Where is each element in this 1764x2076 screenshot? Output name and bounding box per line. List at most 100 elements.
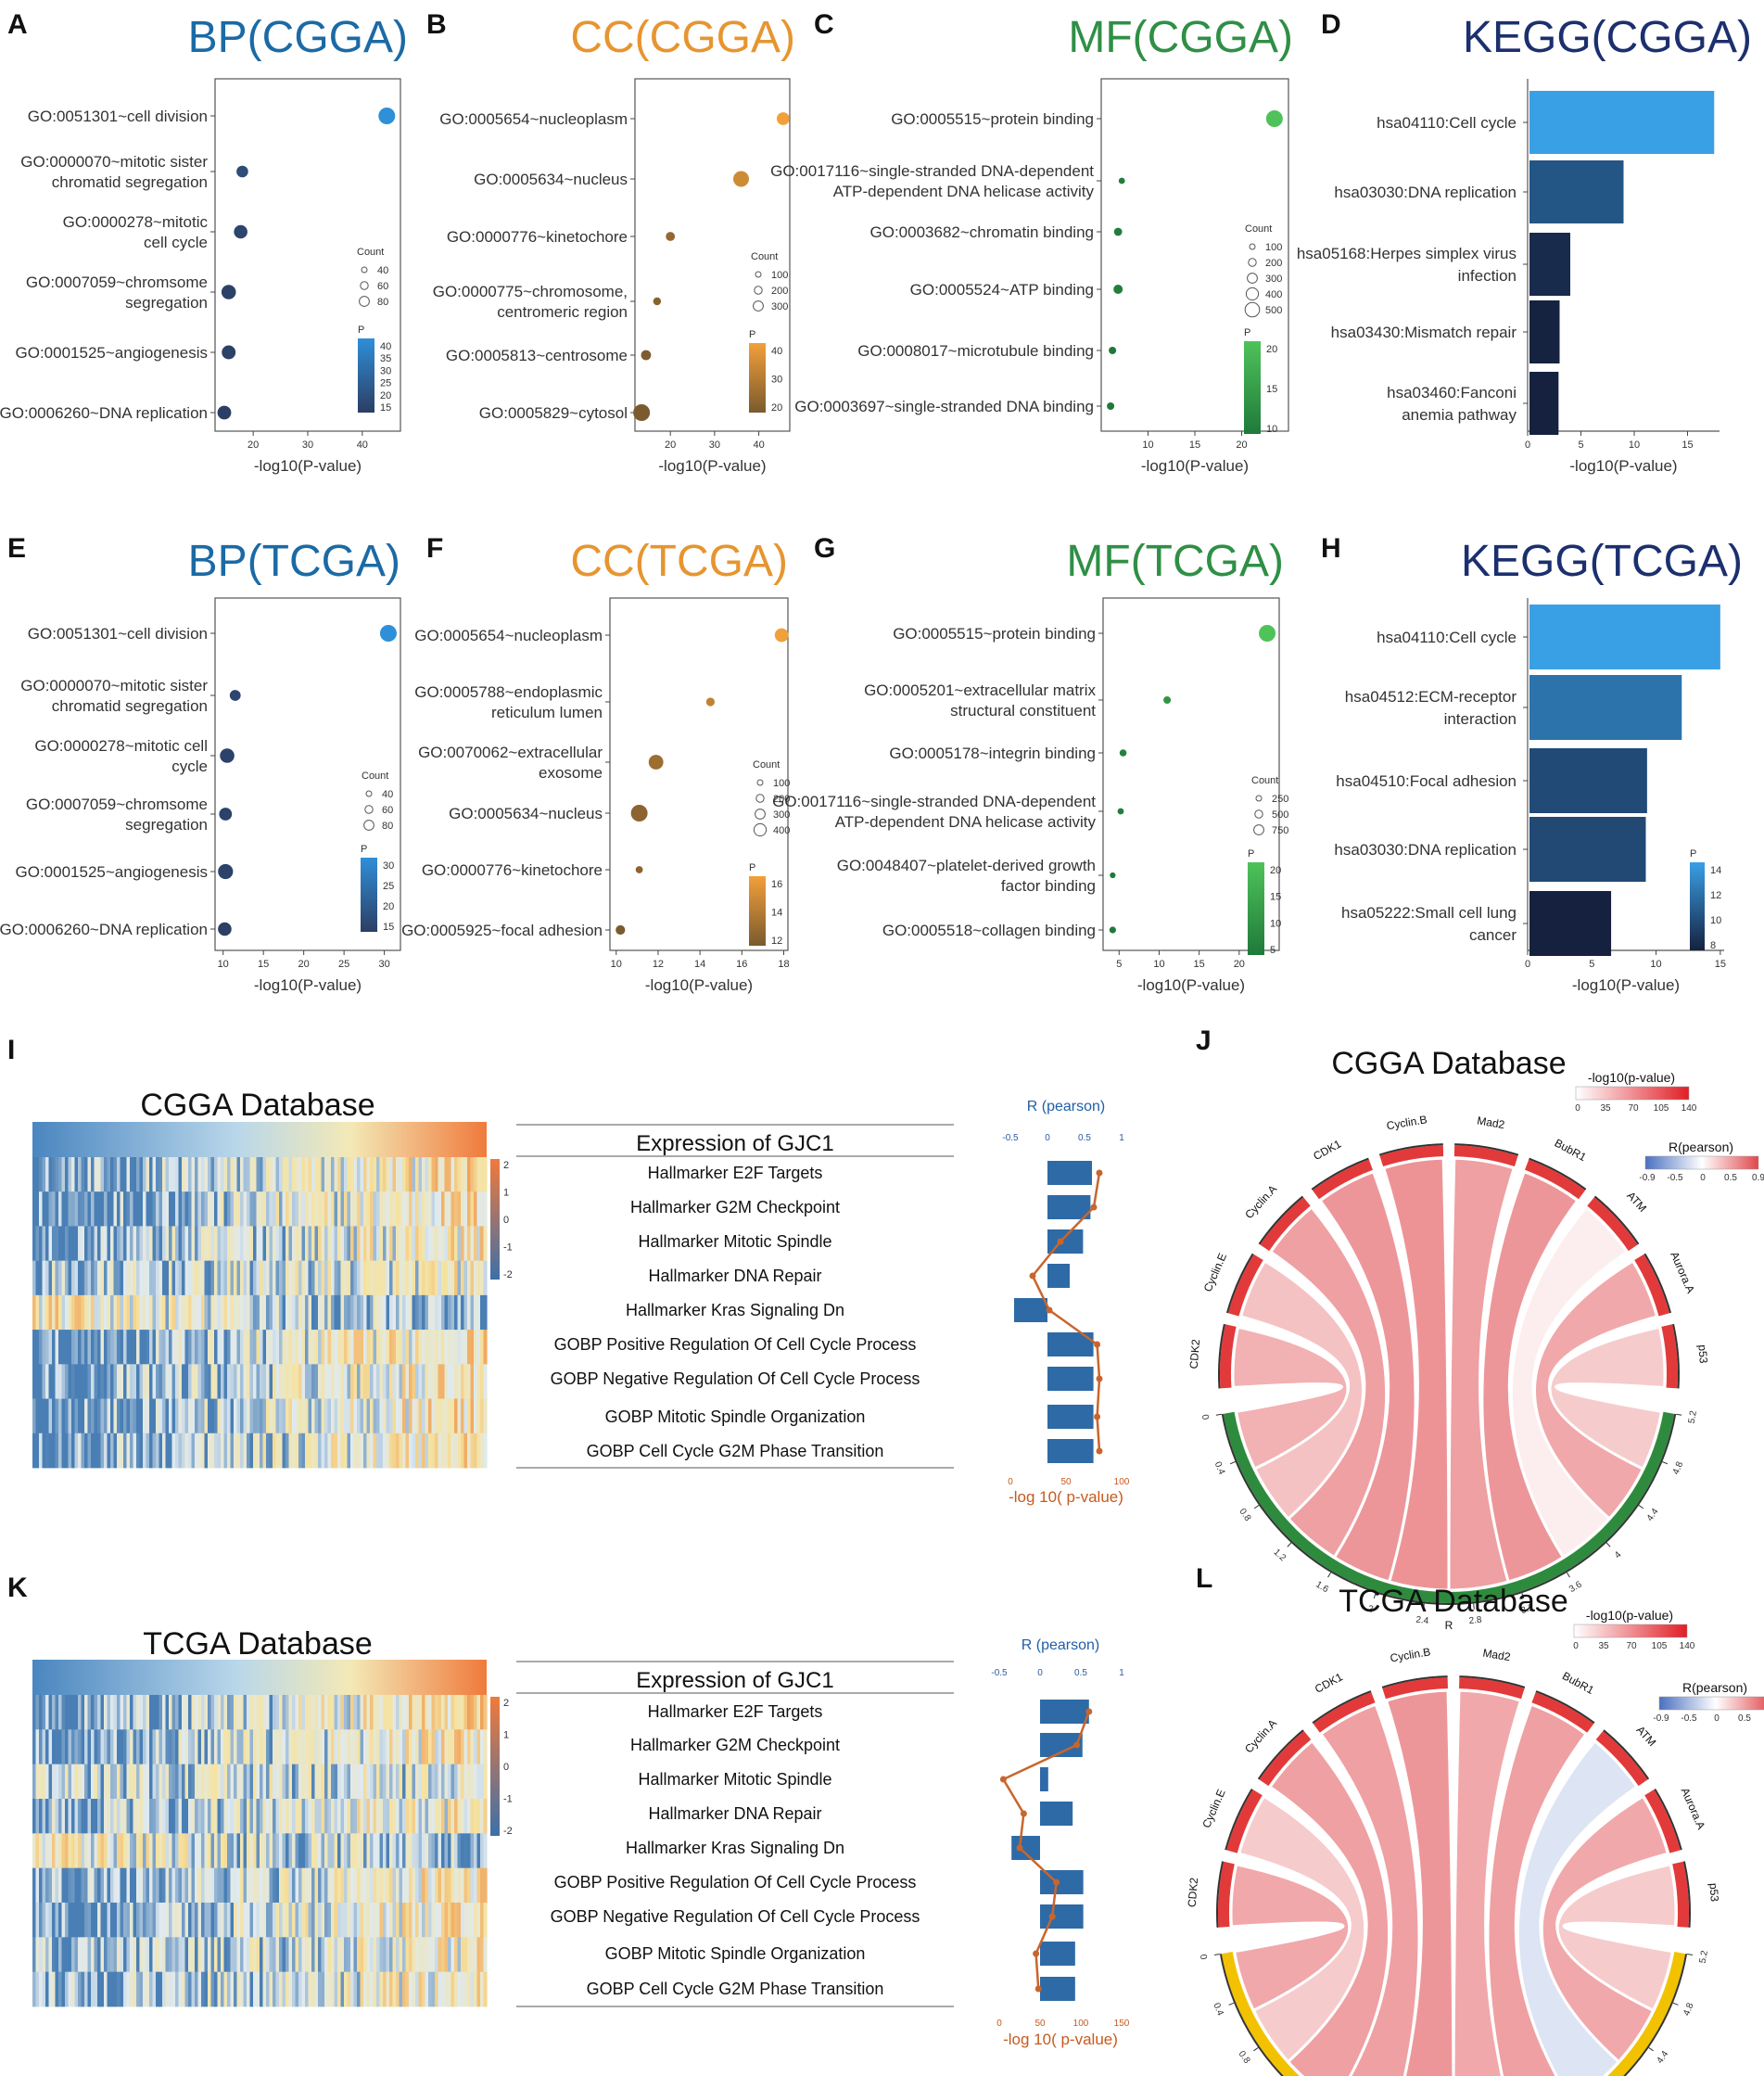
- heatmap-cell: [133, 1330, 137, 1365]
- heatmap-cell: [214, 1364, 219, 1399]
- heatmap-cell: [350, 1937, 355, 1973]
- heatmap-cell: [275, 1937, 280, 1973]
- heatmap-cell: [308, 1937, 312, 1973]
- heatmap-cell: [61, 1937, 66, 1973]
- heatmap-cell: [483, 1903, 488, 1938]
- heatmap-cell: [357, 1695, 362, 1730]
- heatmap-cell: [350, 1833, 355, 1869]
- heatmap-cell: [386, 1294, 390, 1331]
- heatmap-cell: [247, 1260, 251, 1296]
- heatmap-cell: [55, 1260, 59, 1296]
- heatmap-cell: [175, 1398, 180, 1434]
- heatmap-cell: [227, 1833, 232, 1869]
- heatmap-cell: [409, 1330, 413, 1365]
- heatmap-cell: [113, 1364, 118, 1399]
- heatmap-cell: [386, 1398, 390, 1434]
- heatmap-cell: [191, 1937, 196, 1973]
- plot-frame: [214, 597, 401, 951]
- heatmap-cell: [376, 1433, 381, 1469]
- heatmap-cell: [84, 1971, 89, 2007]
- gene-arc-axis: [1218, 1323, 1225, 1389]
- heatmap-cell: [61, 1833, 66, 1869]
- heatmap-cell: [223, 1937, 228, 1973]
- heatmap-cell: [275, 1833, 280, 1869]
- heatmap-cell: [32, 1398, 37, 1434]
- heatmap-cell: [100, 1695, 105, 1730]
- heatmap-cell: [100, 1799, 105, 1834]
- heatmap-cell: [236, 1226, 241, 1262]
- heatmap-cell: [373, 1695, 377, 1730]
- heatmap-cell: [298, 1364, 303, 1399]
- heatmap-cell: [353, 1294, 358, 1331]
- heatmap-cell: [396, 1971, 400, 2007]
- heatmap-cell: [295, 1833, 299, 1869]
- gene-arc-axis: [1535, 1690, 1595, 1724]
- heatmap-cell: [386, 1191, 390, 1227]
- heatmap-cell: [389, 1226, 394, 1262]
- pathway-label: Hallmarker Kras Signaling Dn: [626, 1301, 844, 1319]
- heatmap-cell: [337, 1433, 342, 1469]
- heatmap-cell: [457, 1937, 462, 1973]
- heatmap-cell: [68, 1937, 72, 1973]
- heatmap-cell: [370, 1971, 374, 2007]
- heatmap-cell: [165, 1764, 170, 1800]
- heatmap-cell: [288, 1433, 293, 1469]
- heatmap-cell: [292, 1226, 297, 1262]
- heatmap-cell: [412, 1398, 416, 1434]
- heatmap-cell: [386, 1695, 390, 1730]
- heatmap-cell: [204, 1226, 209, 1262]
- heatmap-cell: [474, 1364, 478, 1399]
- heatmap-cell: [81, 1433, 85, 1469]
- heatmap-cell: [32, 1695, 37, 1730]
- heatmap-cell: [68, 1433, 72, 1469]
- heatmap-cell: [415, 1191, 420, 1227]
- pathway-label: GOBP Positive Regulation Of Cell Cycle P…: [554, 1873, 917, 1891]
- heatmap-cell: [415, 1799, 420, 1834]
- heatmap-cell: [123, 1833, 128, 1869]
- heatmap-cell: [470, 1764, 475, 1800]
- heatmap-cell: [327, 1867, 332, 1904]
- heatmap-cell: [422, 1971, 426, 2007]
- heatmap-cell: [321, 1729, 325, 1765]
- heatmap-cell: [431, 1937, 436, 1973]
- pvalue-point: [1057, 1238, 1064, 1245]
- heatmap-cell: [383, 1799, 387, 1834]
- count-legend-title: Count: [1245, 223, 1272, 235]
- heatmap-cell: [344, 1364, 349, 1399]
- heatmap-cell: [169, 1433, 173, 1469]
- x-tick-label: 5: [1116, 959, 1122, 970]
- p-legend-value: 25: [380, 378, 391, 389]
- heatmap-cell: [480, 1157, 485, 1192]
- heatmap-cell: [344, 1971, 349, 2007]
- heatmap-cell: [412, 1157, 416, 1192]
- heatmap-cell: [214, 1937, 219, 1973]
- heatmap-cell: [208, 1330, 212, 1365]
- heatmap-cell: [448, 1867, 452, 1904]
- heatmap-cell: [32, 1157, 37, 1192]
- heatmap-cell: [451, 1294, 455, 1331]
- r-arc-tick: [1213, 1953, 1220, 1955]
- heatmap-cell: [463, 1799, 468, 1834]
- x-tick-label: 10: [1629, 439, 1640, 451]
- count-legend-title: Count: [362, 771, 388, 782]
- heatmap-cell: [301, 1294, 306, 1331]
- dot-point: [733, 171, 750, 187]
- pvalue-point: [1096, 1447, 1103, 1455]
- heatmap-cell: [386, 1364, 390, 1399]
- heatmap-cell: [243, 1191, 247, 1227]
- heatmap-cell: [182, 1157, 186, 1192]
- heatmap-cell: [360, 1764, 364, 1800]
- heatmap-cell: [415, 1398, 420, 1434]
- heatmap-cell: [311, 1971, 316, 2007]
- heatmap-cell: [208, 1729, 212, 1765]
- heatmap-cell: [327, 1398, 332, 1434]
- heatmap-cell: [234, 1764, 238, 1800]
- heatmap-cell: [32, 1937, 37, 1973]
- heatmap-cell: [428, 1971, 433, 2007]
- x-tick-label: 0: [1525, 959, 1530, 970]
- heatmap-cell: [208, 1398, 212, 1434]
- heatmap-cell: [78, 1398, 82, 1434]
- heatmap-cell: [42, 1937, 46, 1973]
- heatmap-cell: [191, 1971, 196, 2007]
- p-legend-bar: [749, 343, 766, 413]
